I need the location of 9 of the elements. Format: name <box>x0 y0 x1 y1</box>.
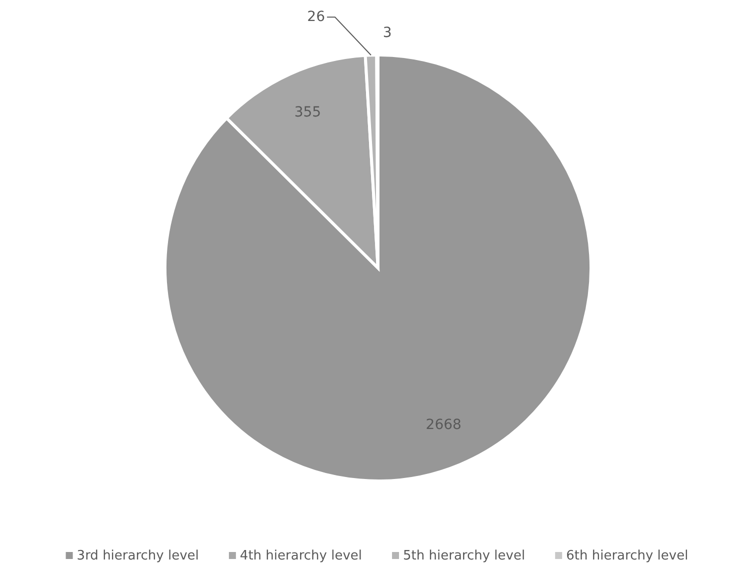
data-label: 355 <box>294 104 322 121</box>
data-label: 3 <box>382 24 392 41</box>
legend-label: 4th hierarchy level <box>240 548 362 564</box>
legend-label: 3rd hierarchy level <box>76 548 199 564</box>
legend-label: 6th hierarchy level <box>566 548 688 564</box>
data-label: 2668 <box>426 417 462 434</box>
pie-slice <box>164 54 592 482</box>
legend-label: 5th hierarchy level <box>403 548 526 564</box>
data-label: 26 <box>307 8 326 25</box>
